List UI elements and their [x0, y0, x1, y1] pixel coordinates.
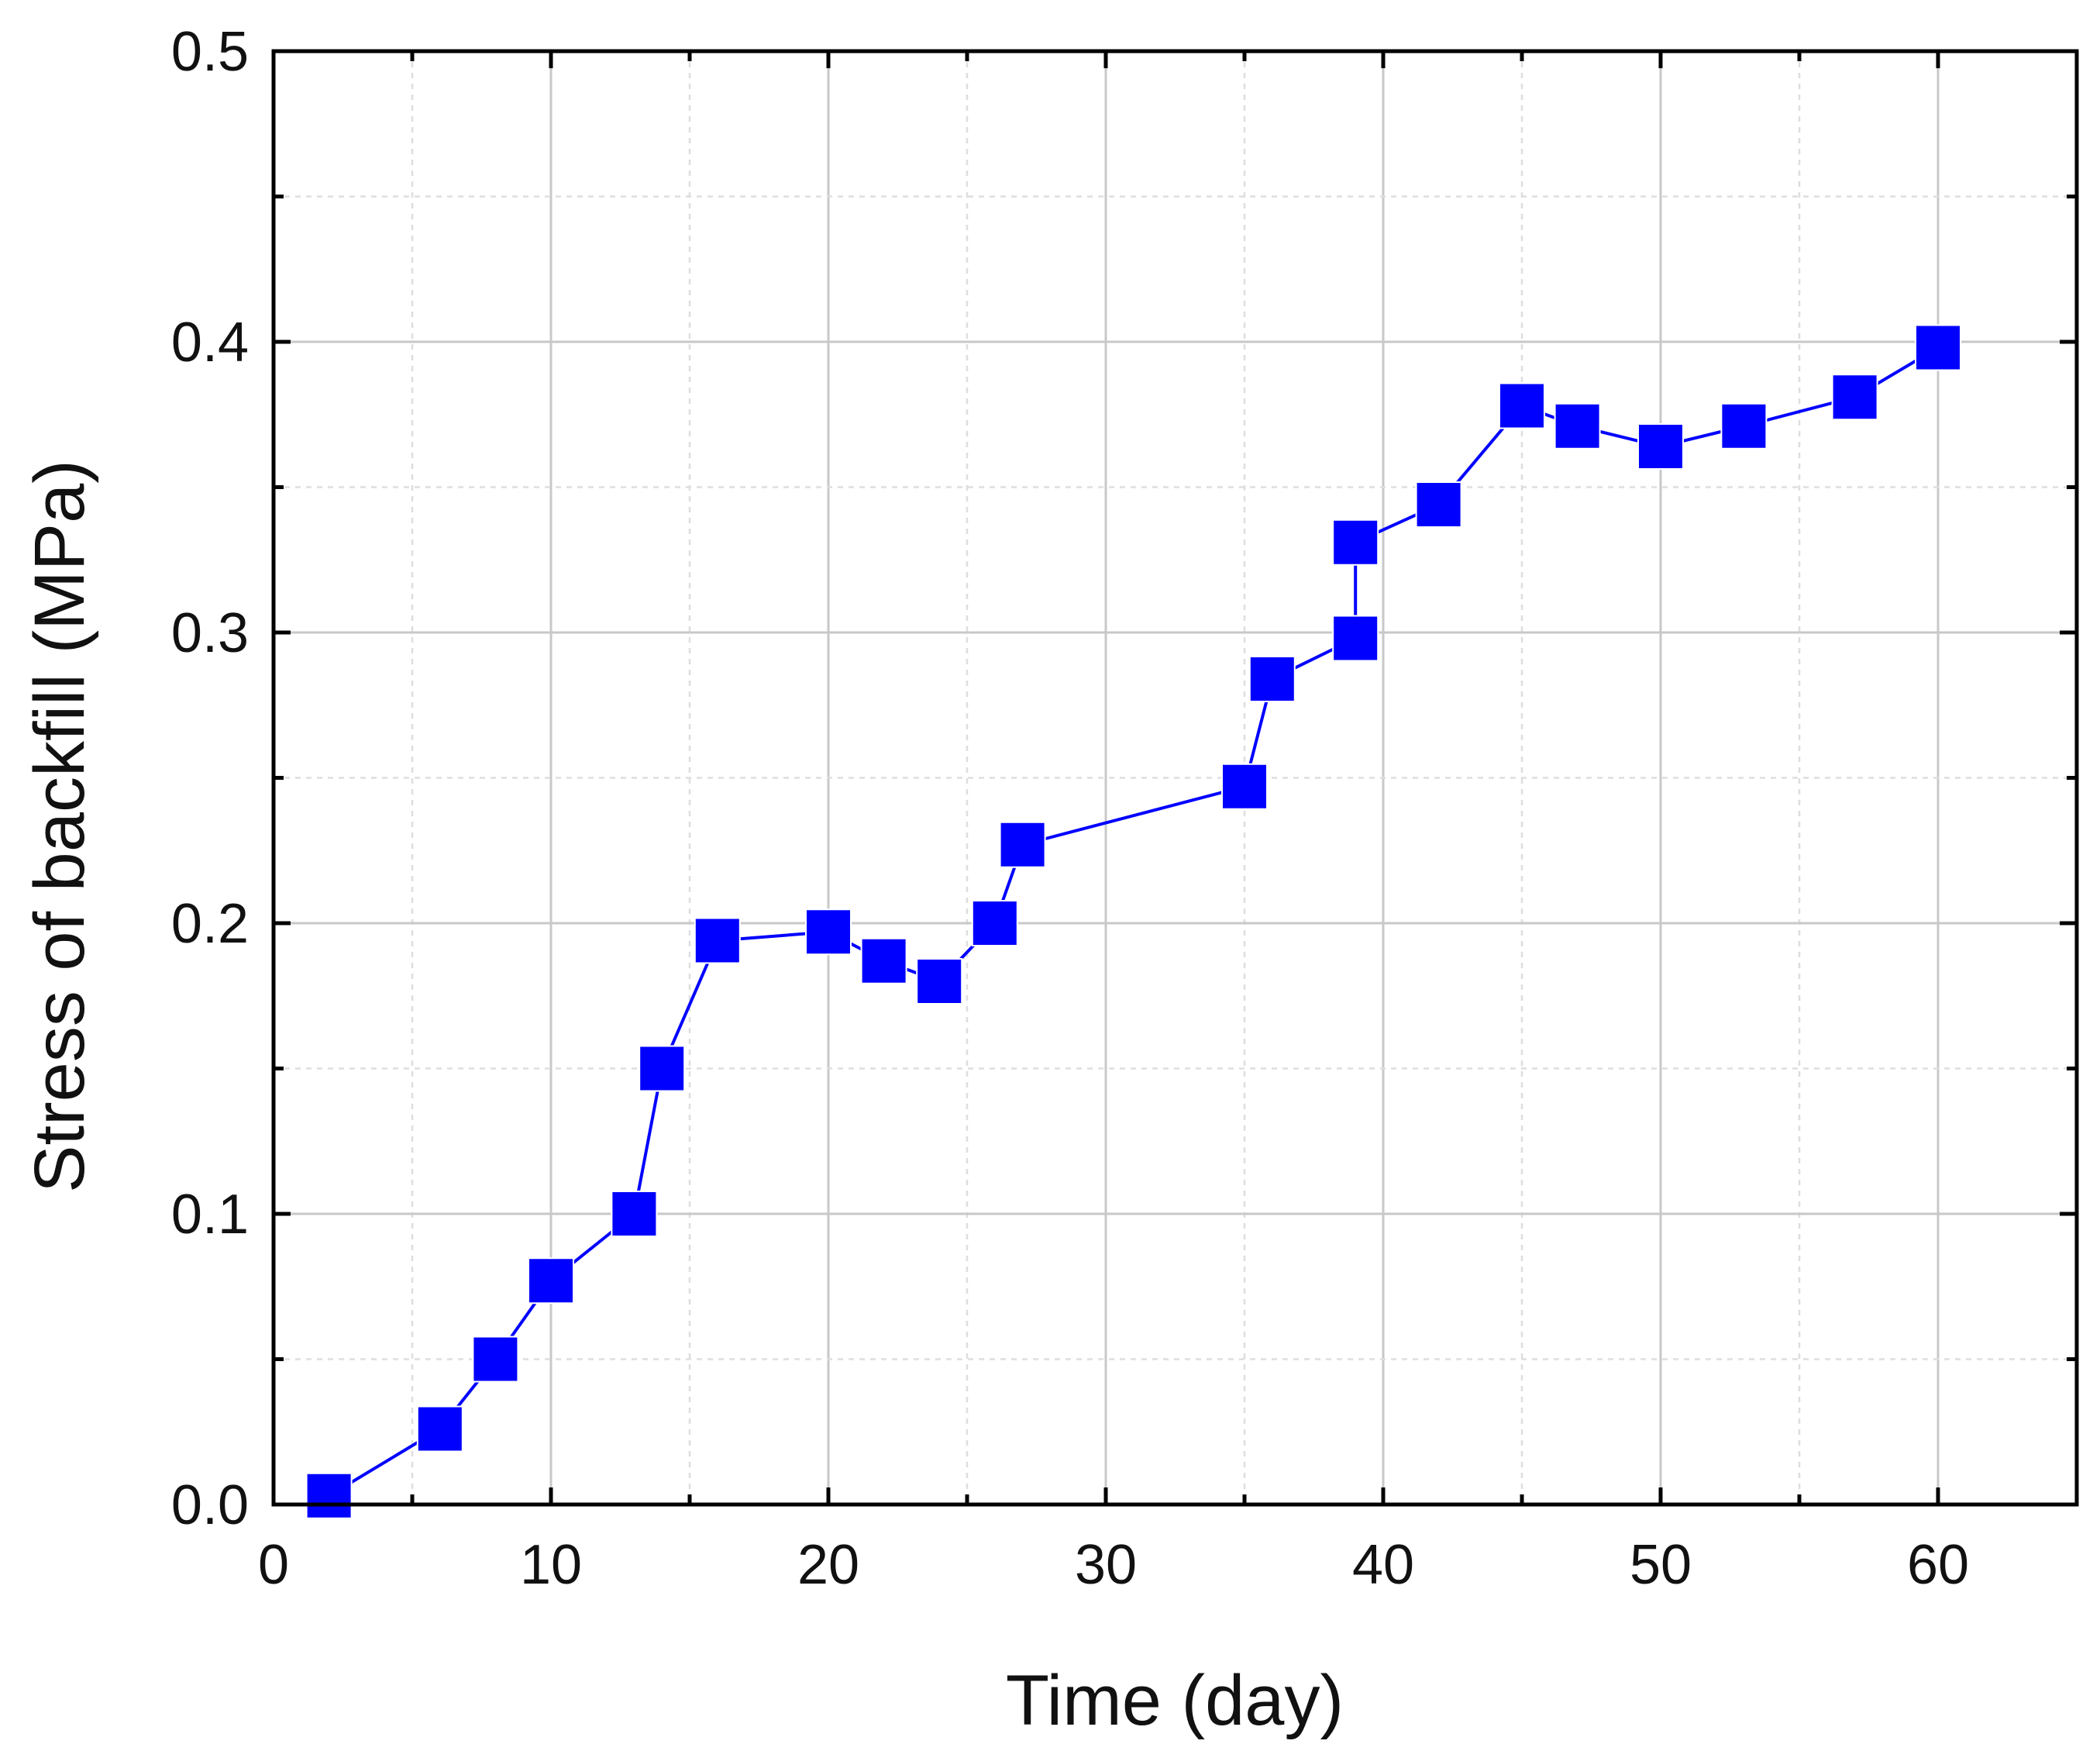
data-point-marker	[1720, 402, 1768, 450]
x-tick-label: 0	[258, 1534, 289, 1596]
data-point-marker	[472, 1336, 519, 1383]
y-axis-title: Stress of backfill (MPa)	[20, 460, 99, 1193]
x-tick-label: 10	[520, 1534, 582, 1596]
label-layer: 0 10 20 30 40 50 60 0.0 0.1 0.2 0.3 0.4 0.5	[171, 21, 1969, 1596]
data-point-marker	[1499, 382, 1545, 429]
data-point-marker	[971, 900, 1018, 946]
data-point-marker	[416, 1405, 463, 1453]
x-tick-label: 50	[1630, 1534, 1692, 1596]
data-point-marker	[1332, 615, 1379, 662]
data-point-marker	[528, 1257, 574, 1305]
y-tick-label: 0.4	[171, 312, 249, 374]
tick-layer	[271, 49, 2079, 1507]
x-axis-title: Time (day)	[1006, 1661, 1344, 1740]
x-tick-label: 60	[1907, 1534, 1969, 1596]
y-tick-label: 0.3	[171, 602, 249, 664]
data-point-marker	[1915, 324, 1961, 371]
data-point-marker	[694, 917, 741, 964]
x-tick-label: 40	[1352, 1534, 1414, 1596]
data-point-marker	[1415, 481, 1462, 528]
data-point-marker	[916, 958, 963, 1005]
data-point-marker	[611, 1191, 658, 1237]
y-tick-label: 0.2	[171, 893, 249, 955]
x-tick-label: 30	[1075, 1534, 1137, 1596]
data-point-marker	[805, 908, 852, 956]
data-point-marker	[639, 1045, 686, 1092]
data-point-marker	[860, 937, 907, 984]
data-point-marker	[1332, 519, 1379, 566]
data-point-marker	[1554, 402, 1601, 450]
y-tick-label: 0.1	[171, 1184, 249, 1246]
data-point-marker	[1248, 656, 1296, 702]
x-tick-label: 20	[797, 1534, 859, 1596]
data-point-marker	[999, 821, 1046, 868]
data-point-marker	[1831, 374, 1878, 421]
data-point-marker	[1221, 763, 1268, 810]
data-point-marker	[305, 1472, 353, 1519]
data-point-marker	[1637, 423, 1684, 470]
y-tick-label: 0.0	[171, 1474, 249, 1536]
series-layer	[305, 324, 1961, 1519]
grid-layer	[274, 51, 2077, 1505]
series-line	[328, 346, 1940, 1498]
y-tick-label: 0.5	[171, 21, 249, 83]
